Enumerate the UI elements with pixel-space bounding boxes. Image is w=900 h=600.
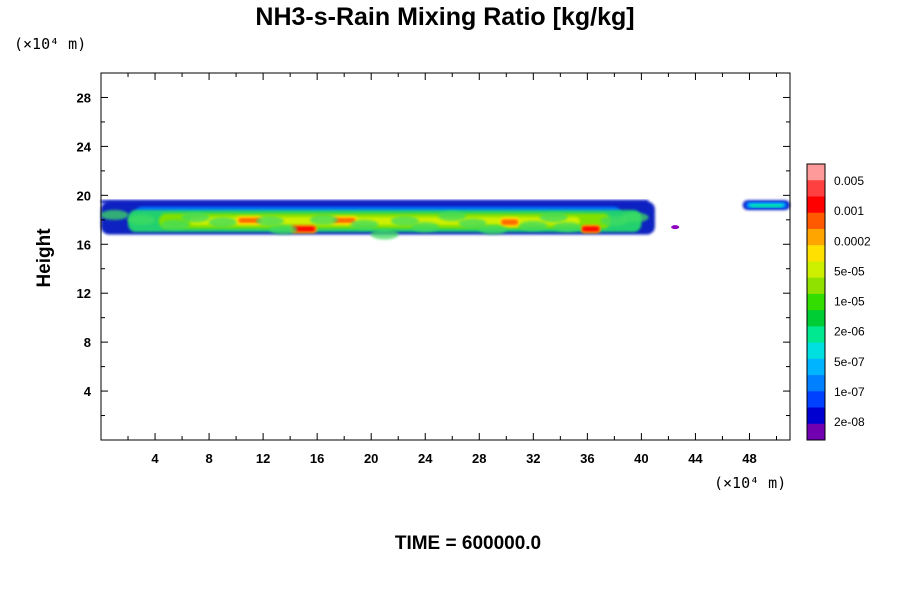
field-band-high <box>333 218 355 222</box>
colorbar-swatch <box>807 423 825 441</box>
colorbar-swatch <box>807 407 825 425</box>
colorbar-label: 2e-08 <box>834 415 865 429</box>
plot-frame <box>100 72 791 441</box>
x-tick-label: 32 <box>526 451 540 466</box>
x-tick-label: 8 <box>205 451 212 466</box>
colorbar-swatch <box>807 164 825 181</box>
colorbar-label: 0.0002 <box>834 234 871 248</box>
x-tick-label: 40 <box>634 451 648 466</box>
y-tick-label: 8 <box>84 335 91 350</box>
colorbar-swatch <box>807 310 825 327</box>
colorbar-label: 2e-06 <box>834 325 865 339</box>
y-tick-label: 24 <box>77 139 92 154</box>
colorbar-swatch <box>807 358 825 376</box>
colorbar-frame <box>806 163 826 441</box>
field-cell <box>458 218 487 229</box>
field-cell <box>519 220 548 231</box>
y-tick-label: 20 <box>77 188 91 203</box>
x-tick-label: 28 <box>472 451 486 466</box>
colorbar-swatch <box>807 261 825 279</box>
field-cell <box>370 229 399 240</box>
y-unit-label: (×10⁴ m) <box>14 35 86 53</box>
field-cell <box>181 212 210 223</box>
field-layer <box>100 200 790 240</box>
x-tick-label: 16 <box>310 451 324 466</box>
field-cell <box>208 217 237 228</box>
field-cell <box>127 214 156 225</box>
x-tick-label: 4 <box>151 451 159 466</box>
x-tick-label: 20 <box>364 451 378 466</box>
x-unit-label: (×10⁴ m) <box>714 474 786 492</box>
y-tick-label: 28 <box>77 90 91 105</box>
colorbar-swatch <box>807 277 825 295</box>
colorbar-swatch <box>807 196 825 214</box>
x-tick-label: 48 <box>742 451 756 466</box>
field-cell <box>438 211 467 222</box>
field-cell <box>161 219 190 230</box>
field-cell <box>309 214 338 225</box>
colorbar-label: 0.001 <box>834 204 864 218</box>
field-cell <box>255 216 284 227</box>
field-cell <box>539 212 568 223</box>
y-ticks: 4 8 12 16 20 24 28 <box>77 90 790 417</box>
time-label: TIME = 600000.0 <box>395 533 541 554</box>
colorbar-swatch <box>807 245 825 262</box>
colorbar-swatch <box>807 228 825 246</box>
x-tick-label: 24 <box>418 451 433 466</box>
x-ticks: 4 8 12 16 20 24 28 32 36 40 44 48 <box>127 73 777 466</box>
colorbar-swatch <box>807 180 825 197</box>
field-cell <box>553 222 582 233</box>
y-tick-label: 16 <box>77 237 91 252</box>
field-band-high <box>239 218 260 222</box>
field-cell <box>411 222 440 233</box>
field-cell <box>350 219 379 230</box>
y-tick-label: 12 <box>77 286 91 301</box>
x-tick-label: 12 <box>256 451 270 466</box>
field-edge <box>101 200 649 204</box>
colorbar-swatch <box>807 375 825 392</box>
field-cell <box>269 224 298 235</box>
field-speck <box>671 225 680 230</box>
colorbar-label: 1e-07 <box>834 385 865 399</box>
colorbar-swatch <box>807 293 825 311</box>
field-band-peak <box>293 227 314 231</box>
colorbar-label: 5e-07 <box>834 355 865 369</box>
colorbar-swatch <box>807 342 825 360</box>
y-axis-label: Height <box>34 228 55 288</box>
colorbar-swatch <box>807 326 825 344</box>
colorbar-swatch <box>807 391 825 409</box>
colorbar-swatch <box>807 212 825 230</box>
plot-background <box>101 73 790 440</box>
y-tick-label: 4 <box>84 384 92 399</box>
field-band-low <box>751 204 782 207</box>
colorbar-legend: 0.005 0.001 0.0002 5e-05 1e-05 2e-06 5e-07 1e-0… <box>806 163 871 441</box>
field-cell <box>390 216 419 227</box>
colorbar-label: 5e-05 <box>834 264 865 278</box>
field-cell <box>620 212 649 223</box>
chart-title: NH3-s-Rain Mixing Ratio [kg/kg] <box>255 3 634 31</box>
field-cell <box>100 209 129 220</box>
colorbar-label: 0.005 <box>834 174 864 188</box>
colorbar-label: 1e-05 <box>834 295 865 309</box>
x-tick-label: 36 <box>580 451 594 466</box>
field-band-peak <box>583 227 599 231</box>
x-tick-label: 44 <box>688 451 703 466</box>
field-band-high <box>501 220 518 225</box>
field-cell <box>478 224 507 235</box>
